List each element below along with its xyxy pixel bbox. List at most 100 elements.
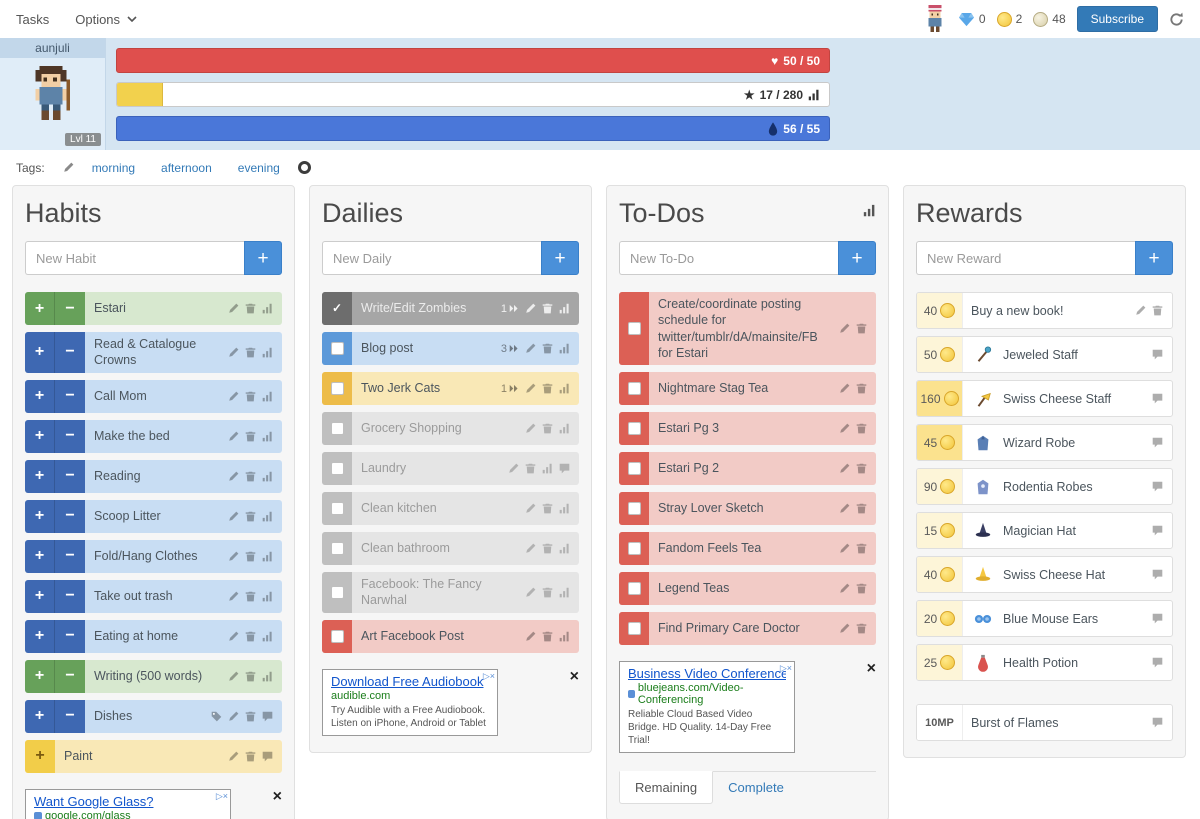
delete-icon[interactable]	[245, 303, 256, 314]
chart-icon[interactable]	[262, 471, 273, 482]
edit-icon[interactable]	[228, 751, 239, 762]
todo-checkbox[interactable]	[619, 412, 649, 445]
edit-icon[interactable]	[839, 423, 850, 434]
bubble-icon[interactable]	[262, 751, 273, 762]
chart-icon[interactable]	[262, 631, 273, 642]
edit-icon[interactable]	[228, 631, 239, 642]
edit-icon[interactable]	[525, 343, 536, 354]
habit-plus-button[interactable]: +	[25, 332, 55, 373]
tag-link-evening[interactable]: evening	[237, 160, 280, 175]
ad-close-button[interactable]: ×	[272, 787, 282, 805]
delete-icon[interactable]	[856, 623, 867, 634]
delete-icon[interactable]	[542, 423, 553, 434]
habit-minus-button[interactable]: −	[55, 699, 85, 733]
bubble-icon[interactable]	[1152, 613, 1163, 624]
reward-price[interactable]: 10MP	[917, 705, 963, 740]
bubble-icon[interactable]	[1152, 393, 1163, 404]
daily-checkbox[interactable]	[322, 532, 352, 565]
navbar-avatar[interactable]	[923, 5, 947, 33]
todo-checkbox[interactable]	[619, 532, 649, 565]
edit-icon[interactable]	[839, 383, 850, 394]
chart-icon[interactable]	[262, 511, 273, 522]
bubble-icon[interactable]	[559, 463, 570, 474]
adchoices-icon[interactable]: ▷×	[215, 790, 228, 801]
new-habit-input[interactable]	[25, 241, 244, 275]
avatar-box[interactable]: aunjuli Lvl 11	[0, 38, 106, 150]
delete-icon[interactable]	[542, 631, 553, 642]
bubble-icon[interactable]	[1152, 717, 1163, 728]
delete-icon[interactable]	[245, 391, 256, 402]
menu-options[interactable]: Options	[75, 12, 137, 27]
edit-icon[interactable]	[1135, 305, 1146, 316]
edit-icon[interactable]	[839, 323, 850, 334]
bubble-icon[interactable]	[262, 711, 273, 722]
delete-icon[interactable]	[1152, 305, 1163, 316]
bubble-icon[interactable]	[1152, 657, 1163, 668]
habit-plus-button[interactable]: +	[25, 459, 55, 493]
delete-icon[interactable]	[542, 587, 553, 598]
ad-title-link[interactable]: Download Free Audiobook	[331, 673, 484, 689]
tag-link-afternoon[interactable]: afternoon	[161, 160, 212, 175]
chart-icon[interactable]	[262, 551, 273, 562]
edit-icon[interactable]	[525, 543, 536, 554]
daily-checkbox[interactable]	[322, 492, 352, 525]
daily-checkbox[interactable]	[322, 452, 352, 485]
chart-icon[interactable]	[559, 343, 570, 354]
habit-minus-button[interactable]: −	[55, 619, 85, 653]
delete-icon[interactable]	[245, 711, 256, 722]
daily-checkbox[interactable]	[322, 332, 352, 365]
todo-checkbox[interactable]	[619, 372, 649, 405]
habit-minus-button[interactable]: −	[55, 332, 85, 373]
delete-icon[interactable]	[856, 543, 867, 554]
habit-minus-button[interactable]: −	[55, 419, 85, 453]
daily-checkbox[interactable]	[322, 572, 352, 613]
edit-icon[interactable]	[228, 671, 239, 682]
ad-title-link[interactable]: Business Video Conference	[628, 666, 786, 681]
reward-price[interactable]: 90	[917, 469, 963, 504]
tag-link-morning[interactable]: morning	[91, 160, 136, 175]
reward-price[interactable]: 40	[917, 293, 963, 328]
chart-icon[interactable]	[559, 383, 570, 394]
delete-icon[interactable]	[856, 583, 867, 594]
chart-icon[interactable]	[559, 587, 570, 598]
chart-icon[interactable]	[262, 303, 273, 314]
habit-minus-button[interactable]: −	[55, 659, 85, 693]
new-daily-input[interactable]	[322, 241, 541, 275]
edit-icon[interactable]	[525, 503, 536, 514]
bubble-icon[interactable]	[1152, 437, 1163, 448]
edit-icon[interactable]	[228, 303, 239, 314]
chart-icon[interactable]	[262, 591, 273, 602]
habit-minus-button[interactable]: −	[55, 292, 85, 325]
todo-checkbox[interactable]	[619, 612, 649, 645]
edit-icon[interactable]	[228, 471, 239, 482]
delete-icon[interactable]	[525, 463, 536, 474]
daily-checkbox[interactable]	[322, 372, 352, 405]
edit-icon[interactable]	[525, 587, 536, 598]
habit-plus-button[interactable]: +	[25, 619, 55, 653]
habit-plus-button[interactable]: +	[25, 659, 55, 693]
todo-checkbox[interactable]	[619, 292, 649, 365]
habit-minus-button[interactable]: −	[55, 379, 85, 413]
new-todo-input[interactable]	[619, 241, 838, 275]
edit-tags-icon[interactable]	[63, 162, 74, 173]
habit-minus-button[interactable]: −	[55, 499, 85, 533]
chart-icon[interactable]	[262, 391, 273, 402]
delete-icon[interactable]	[856, 503, 867, 514]
chart-icon[interactable]	[262, 347, 273, 358]
habit-plus-button[interactable]: +	[25, 292, 55, 325]
edit-icon[interactable]	[525, 303, 536, 314]
bubble-icon[interactable]	[1152, 569, 1163, 580]
daily-checkbox[interactable]	[322, 412, 352, 445]
daily-checkbox[interactable]	[322, 619, 352, 653]
reward-price[interactable]: 20	[917, 601, 963, 636]
delete-icon[interactable]	[856, 323, 867, 334]
delete-icon[interactable]	[245, 671, 256, 682]
habit-plus-button[interactable]: +	[25, 739, 55, 773]
edit-icon[interactable]	[525, 423, 536, 434]
delete-icon[interactable]	[856, 463, 867, 474]
delete-icon[interactable]	[542, 503, 553, 514]
delete-icon[interactable]	[542, 343, 553, 354]
chart-icon[interactable]	[542, 463, 553, 474]
delete-icon[interactable]	[245, 431, 256, 442]
adchoices-icon[interactable]: ▷×	[482, 670, 495, 681]
